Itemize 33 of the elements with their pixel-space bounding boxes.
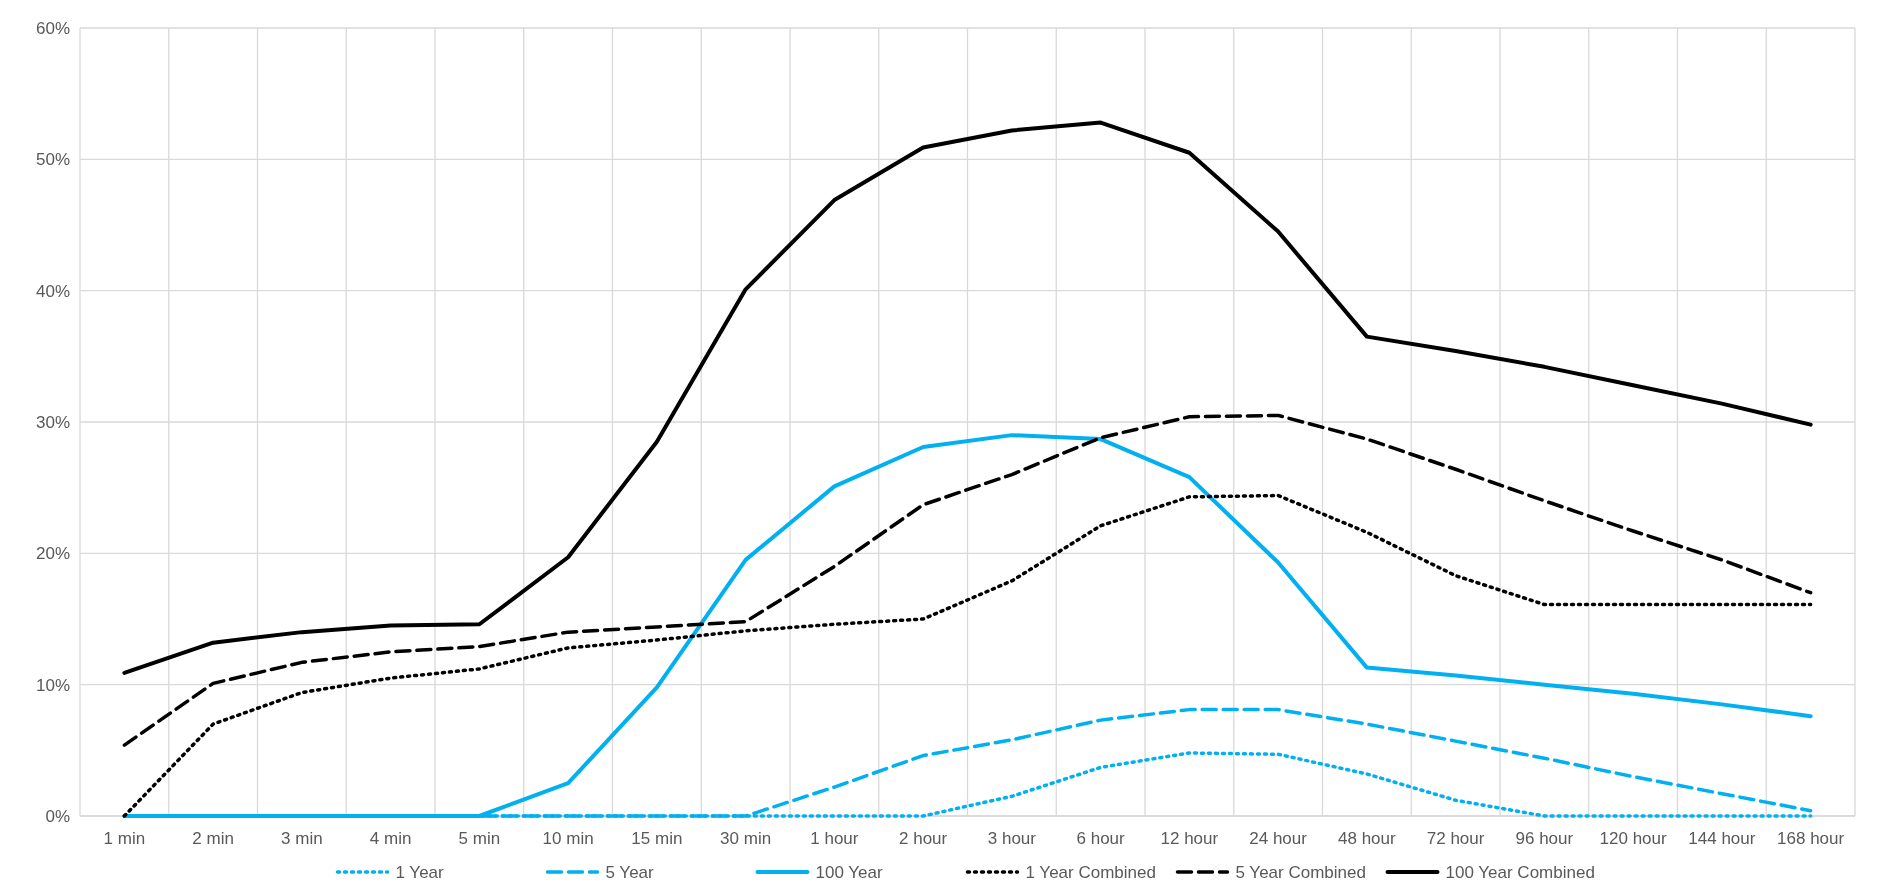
x-tick-label: 72 hour xyxy=(1426,829,1485,848)
x-tick-label: 1 min xyxy=(103,829,146,848)
x-tick-label: 48 hour xyxy=(1338,829,1397,848)
legend-label: 1 Year xyxy=(395,862,445,882)
y-tick-label: 10% xyxy=(35,675,70,695)
x-tick-label: 2 hour xyxy=(899,829,948,848)
y-tick-label: 50% xyxy=(35,150,70,170)
x-tick-label: 4 min xyxy=(369,829,412,848)
x-tick-label: 120 hour xyxy=(1599,829,1668,848)
x-tick-label: 168 hour xyxy=(1777,829,1845,848)
x-tick-label: 12 hour xyxy=(1160,829,1219,848)
y-tick-label: 0% xyxy=(45,806,70,826)
legend-label: 100 Year Combined xyxy=(1445,862,1595,882)
legend-label: 100 Year xyxy=(815,862,883,882)
x-tick-label: 1 hour xyxy=(810,829,859,848)
x-tick-label: 10 min xyxy=(542,829,594,848)
x-tick-label: 15 min xyxy=(631,829,683,848)
x-tick-label: 6 hour xyxy=(1076,829,1126,848)
x-tick-label: 144 hour xyxy=(1688,829,1756,848)
legend-label: 5 Year xyxy=(605,862,655,882)
y-tick-label: 30% xyxy=(35,412,70,432)
x-tick-label: 3 min xyxy=(281,829,323,848)
legend-label: 1 Year Combined xyxy=(1025,862,1156,882)
x-tick-label: 24 hour xyxy=(1249,829,1308,848)
x-tick-label: 3 hour xyxy=(987,829,1037,848)
x-tick-label: 30 min xyxy=(720,829,772,848)
y-tick-label: 20% xyxy=(35,544,70,564)
y-tick-label: 40% xyxy=(35,281,70,301)
y-tick-label: 60% xyxy=(35,18,70,38)
x-tick-label: 2 min xyxy=(192,829,234,848)
x-tick-label: 5 min xyxy=(458,829,501,848)
legend-label: 5 Year Combined xyxy=(1235,862,1366,882)
x-tick-label: 96 hour xyxy=(1515,829,1574,848)
